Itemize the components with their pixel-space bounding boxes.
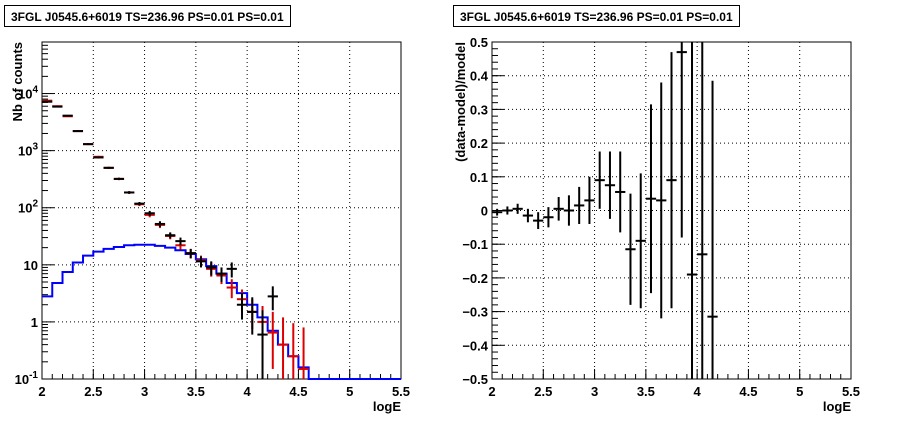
errorbar-series [42, 99, 309, 379]
x-tick-label: 3.5 [637, 384, 655, 399]
residual-chart: 2 2.5 3 3.5 4 4.5 5 5.5 −0.5 −0.4 −0.3 −0.2 −0.1 0 0.1… [453, 35, 860, 414]
y-tick-label: 103 [18, 142, 38, 159]
errorbar-series [492, 42, 718, 379]
x-tick-label: 3.5 [187, 384, 205, 399]
x-axis-label: logE [823, 399, 851, 414]
x-tick-label: 4 [244, 384, 252, 399]
x-tick-label: 2.5 [84, 384, 102, 399]
x-tick-label: 5.5 [842, 384, 860, 399]
y-tick-label: 0.4 [470, 69, 489, 84]
y-tick-label: 1 [31, 315, 38, 330]
y-tick-label: 0.3 [470, 102, 488, 117]
x-tick-label: 5 [796, 384, 803, 399]
y-tick-label: −0.5 [462, 372, 488, 387]
x-tick-label: 4 [694, 384, 702, 399]
model-step-line [42, 243, 401, 380]
y-tick-label: −0.4 [462, 338, 488, 353]
x-tick-label: 5 [346, 384, 353, 399]
y-tick-label: −0.1 [462, 237, 488, 252]
x-tick-label: 3 [591, 384, 598, 399]
x-tick-label: 4.5 [739, 384, 757, 399]
y-tick-label: 10 [24, 258, 38, 273]
y-tick-label: 102 [18, 199, 38, 216]
counts-panel: 2 2.5 3 3.5 4 4.5 5 5.5 10-1 1 10 102 103 104 logE Nb o… [4, 5, 410, 414]
x-tick-label: 4.5 [289, 384, 307, 399]
y-axis-label: (data-model)/model [453, 42, 468, 162]
y-tick-label: 0 [481, 204, 488, 219]
y-axis-label: Nb of counts [10, 42, 25, 121]
y-tick-label: 0.2 [470, 136, 488, 151]
x-axis-label: logE [373, 399, 401, 414]
x-tick-label: 3 [141, 384, 148, 399]
errorbar-series [42, 100, 278, 379]
y-tick-label: 0.1 [470, 170, 488, 185]
chart-title: 3FGL J0545.6+6019 TS=236.96 PS=0.01 PS=0… [4, 5, 291, 27]
plot-frame [41, 41, 402, 380]
y-tick-label: −0.3 [462, 305, 488, 320]
x-tick-label: 2 [38, 384, 45, 399]
x-tick-label: 5.5 [392, 384, 410, 399]
y-tick-label: 10-1 [15, 370, 39, 387]
y-tick-label: −0.2 [462, 271, 488, 286]
x-tick-label: 2 [488, 384, 495, 399]
y-tick-label: 104 [18, 85, 38, 102]
counts-chart: 2 2.5 3 3.5 4 4.5 5 5.5 10-1 1 10 102 103 104 logE Nb o… [10, 41, 410, 414]
chart-title: 3FGL J0545.6+6019 TS=236.96 PS=0.01 PS=0… [453, 5, 740, 27]
y-tick-label: 0.5 [470, 35, 488, 50]
x-tick-label: 2.5 [534, 384, 552, 399]
residual-panel: 2 2.5 3 3.5 4 4.5 5 5.5 −0.5 −0.4 −0.3 −0.2 −0.1 0 0.1… [449, 0, 898, 421]
